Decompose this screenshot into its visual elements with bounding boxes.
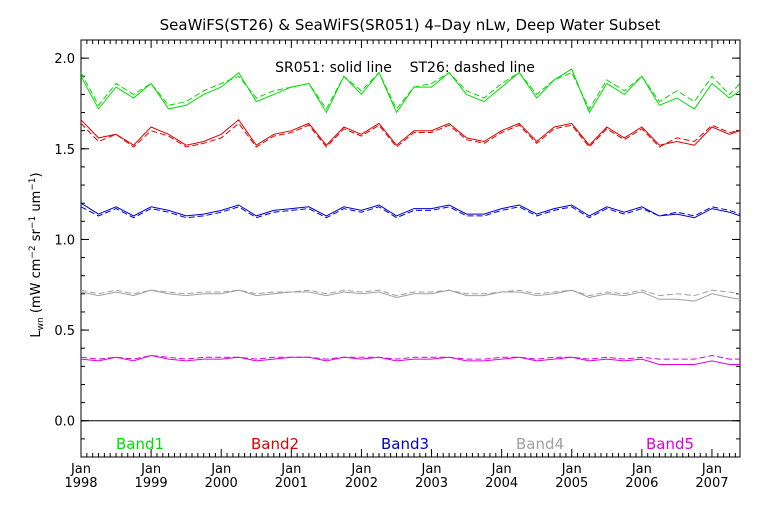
- x-tick-label-month: Jan: [210, 462, 231, 477]
- x-tick-label-year: 2005: [555, 476, 588, 491]
- series-line-dashed-band1: [80, 71, 741, 110]
- y-tick-label: 0.5: [54, 324, 75, 339]
- x-tick-label-year: 1999: [135, 476, 168, 491]
- y-axis-label: Lwn (mW cm−2 sr−1 um−1): [28, 172, 46, 337]
- x-tick-label-month: Jan: [140, 462, 161, 477]
- y-label-sub: wn: [36, 317, 46, 330]
- y-label-exp2: −1: [28, 216, 38, 229]
- series-line-solid-band1: [80, 68, 741, 114]
- legend-label-band4: Band4: [516, 435, 564, 453]
- x-tick-label-month: Jan: [561, 462, 582, 477]
- plot-frame: [80, 39, 741, 458]
- plot-area: 0.00.51.01.52.0Jan1998Jan1999Jan2000Jan2…: [54, 39, 741, 491]
- y-label-exp3: −1: [28, 177, 38, 190]
- series-line-dashed-band2: [80, 122, 741, 148]
- y-tick-label: 2.0: [54, 52, 75, 67]
- y-tick-label: 0.0: [54, 415, 75, 430]
- x-tick-label-year: 2001: [275, 476, 308, 491]
- series-line-solid-band5: [80, 354, 740, 365]
- y-label-exp1: −2: [28, 245, 38, 258]
- y-tick-label: 1.0: [54, 233, 75, 248]
- x-tick-label-year: 2003: [415, 476, 448, 491]
- x-tick-label-month: Jan: [631, 462, 652, 477]
- y-tick-label: 1.5: [54, 143, 75, 158]
- y-label-rest: (mW cm: [29, 259, 44, 318]
- y-label-mid2: um: [29, 191, 44, 216]
- x-tick-label-month: Jan: [280, 462, 301, 477]
- x-tick-label-month: Jan: [491, 462, 512, 477]
- legend-label-band3: Band3: [381, 435, 429, 453]
- series-line-dashed-band4: [80, 289, 741, 297]
- x-tick-label-year: 1998: [64, 476, 97, 491]
- legend-label-band5: Band5: [646, 435, 694, 453]
- line-style-annotation: SR051: solid line ST26: dashed line: [275, 60, 535, 76]
- legend-label-band1: Band1: [116, 435, 164, 453]
- series-line-solid-band4: [80, 289, 741, 302]
- x-tick-label-year: 2007: [695, 476, 728, 491]
- chart-title: SeaWiFS(ST26) & SeaWiFS(SR051) 4–Day nLw…: [160, 16, 661, 34]
- y-label-end: ): [29, 172, 44, 177]
- x-tick-label-month: Jan: [350, 462, 371, 477]
- x-tick-label-month: Jan: [70, 462, 91, 477]
- x-tick-label-year: 2002: [345, 476, 378, 491]
- x-tick-label-year: 2000: [205, 476, 238, 491]
- x-tick-label-month: Jan: [421, 462, 442, 477]
- x-tick-label-month: Jan: [701, 462, 722, 477]
- series-line-dashed-band3: [80, 206, 741, 219]
- series-line-solid-band2: [80, 119, 741, 146]
- y-label-main: L: [29, 330, 44, 338]
- y-label-mid1: sr: [29, 228, 44, 245]
- series-line-dashed-band5: [80, 354, 740, 360]
- series-line-solid-band3: [80, 202, 741, 219]
- x-tick-label-year: 2004: [485, 476, 518, 491]
- legend-label-band2: Band2: [251, 435, 299, 453]
- x-tick-label-year: 2006: [625, 476, 658, 491]
